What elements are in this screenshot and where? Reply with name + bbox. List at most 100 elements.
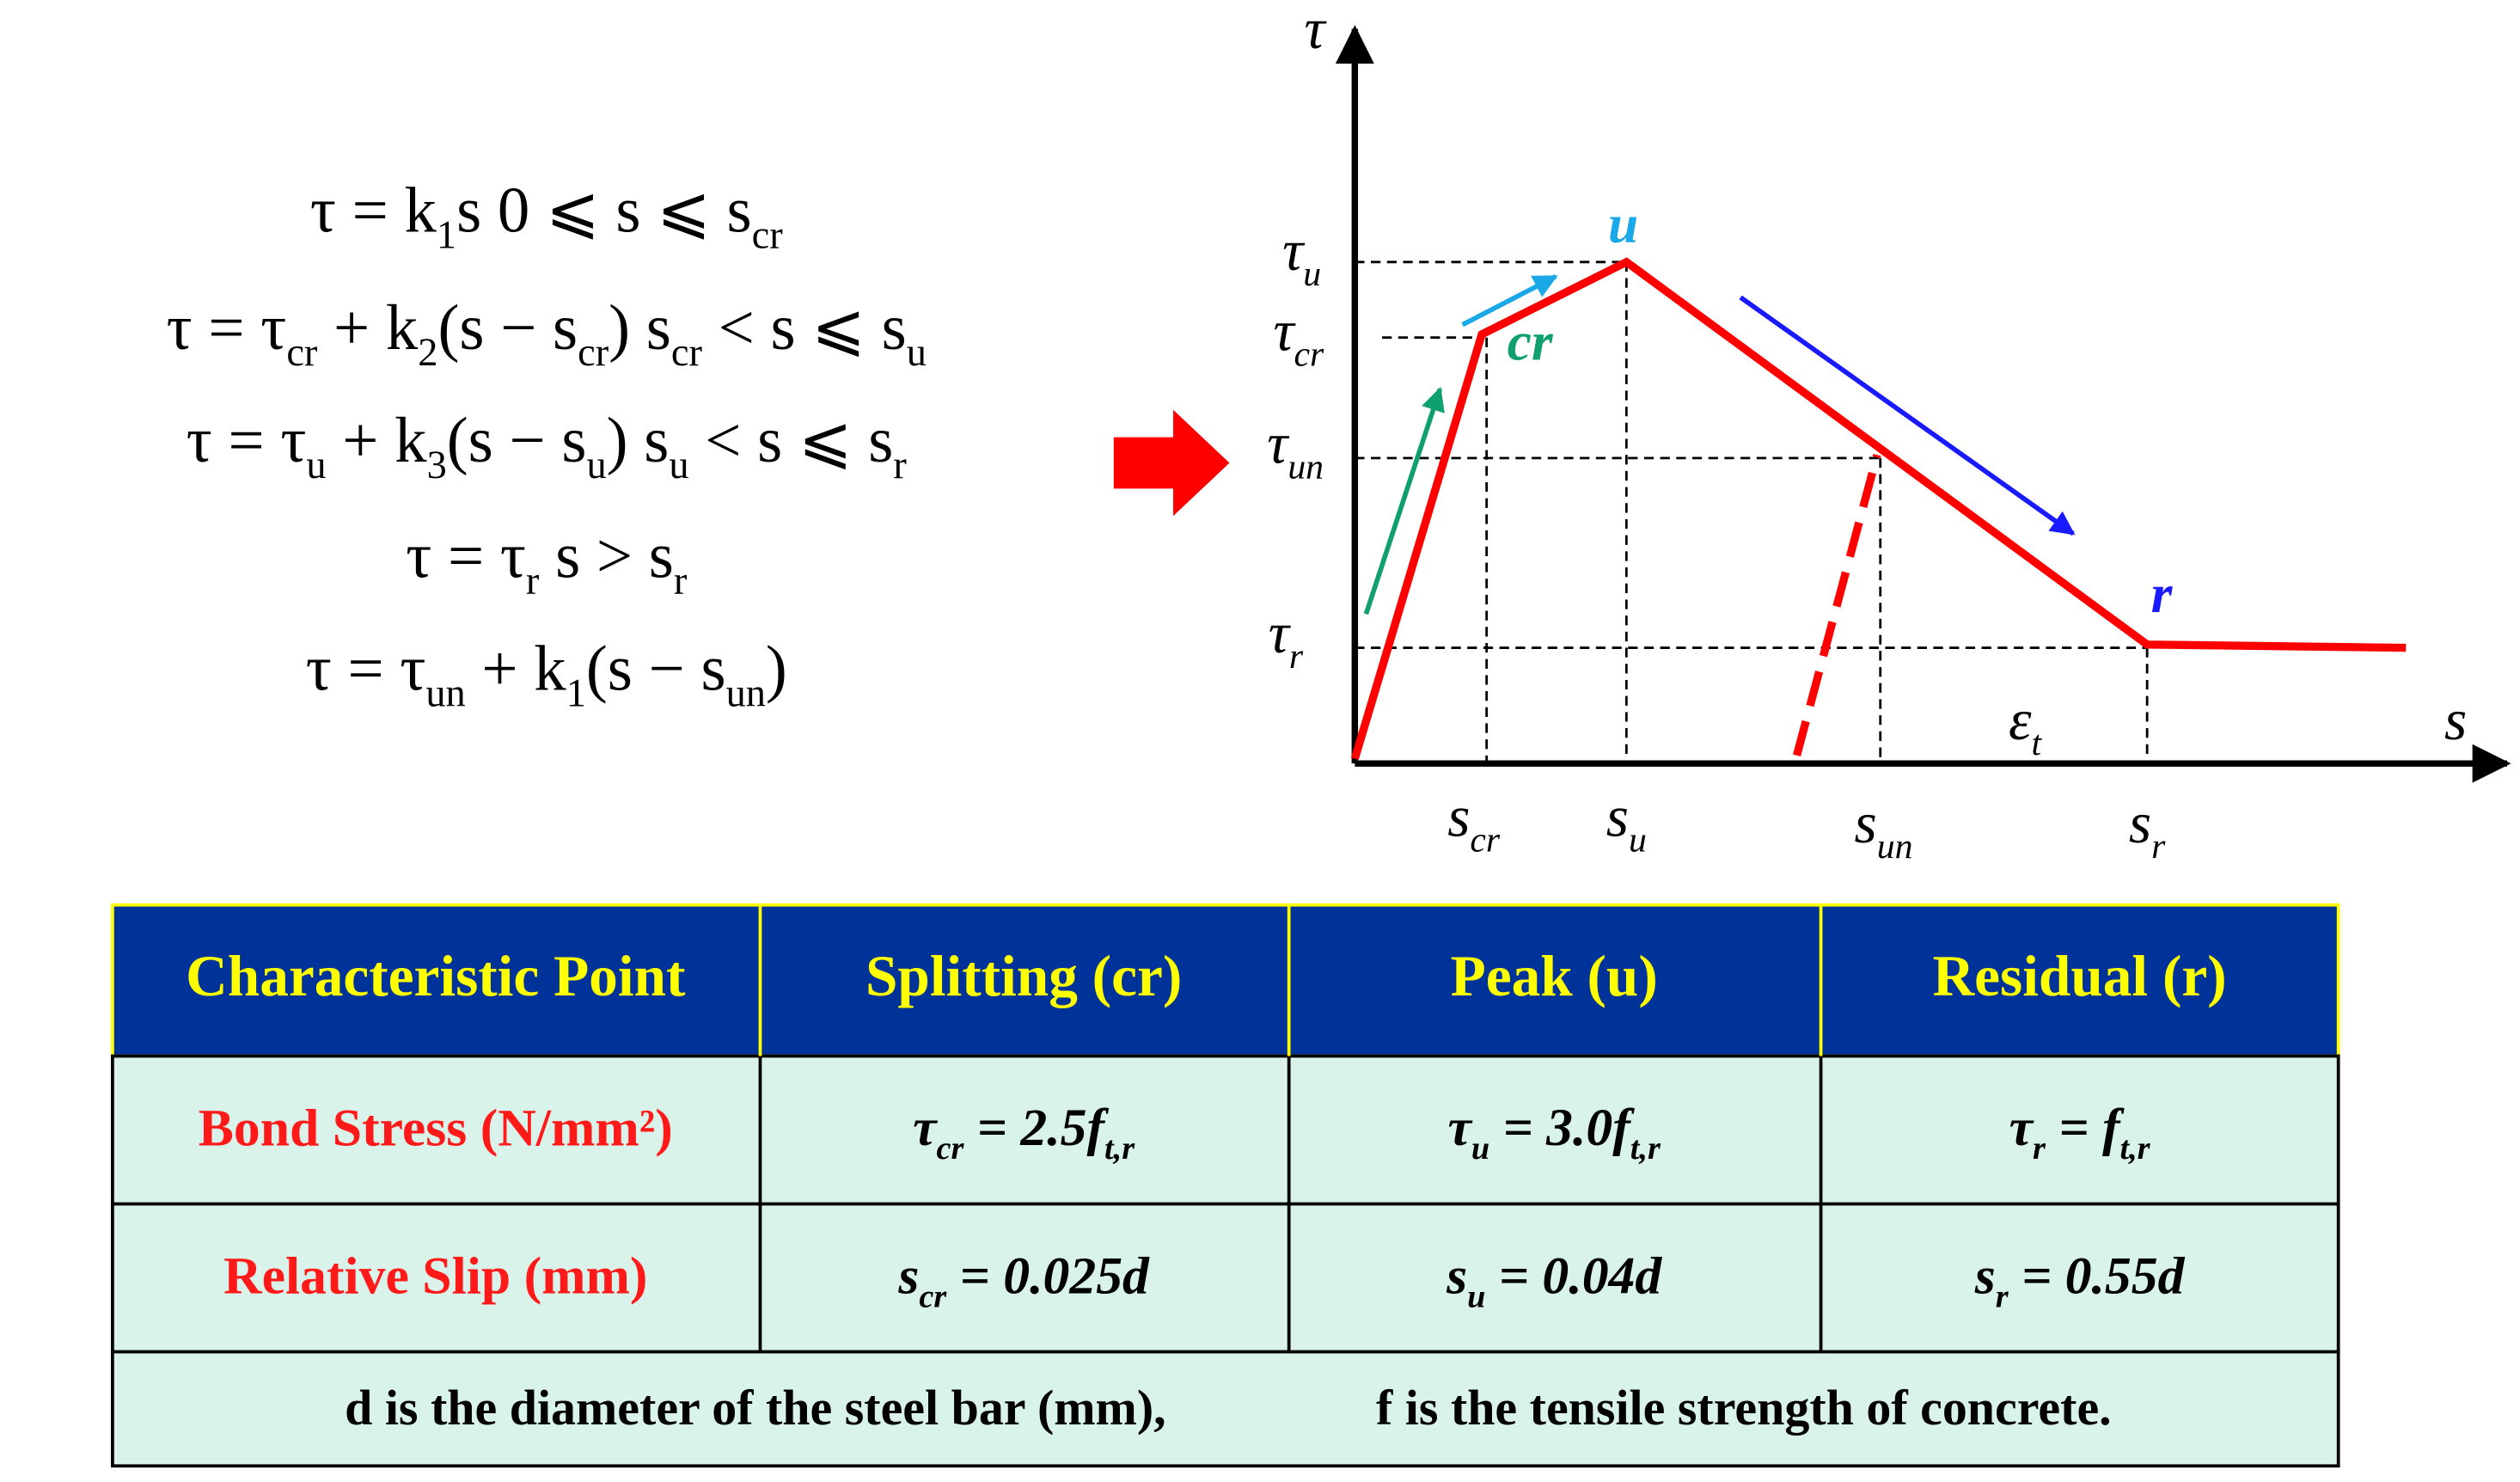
- text-part: τ = k: [310, 175, 437, 247]
- text-part: τ = τ: [406, 521, 526, 592]
- text-part: 3: [427, 444, 447, 487]
- text-part: cr: [1470, 820, 1501, 860]
- axis-label: τun: [1267, 412, 1324, 487]
- axes: [1335, 25, 2511, 783]
- text-part: un: [1288, 447, 1324, 487]
- text-part: s: [1606, 785, 1629, 849]
- text-part: cr: [1294, 334, 1325, 374]
- text-part: r: [674, 560, 688, 603]
- text-part: u: [669, 444, 688, 487]
- text-part: τ: [1282, 219, 1306, 284]
- text-part: u: [1467, 1278, 1485, 1314]
- table-cell: τr = ft,r: [2009, 1099, 2151, 1167]
- text-part: τ = τ: [306, 633, 426, 704]
- table-cell: scr = 0.025d: [897, 1246, 1150, 1314]
- text-part: u: [306, 444, 326, 487]
- text-part: τ: [913, 1099, 938, 1157]
- guides: [1355, 260, 2149, 764]
- row-label: Relative Slip (mm): [223, 1246, 647, 1305]
- text-part: τ: [1269, 602, 1292, 666]
- text-part: s 0 ⩽ s ⩽ s: [456, 175, 751, 247]
- text-part: cr: [919, 1278, 947, 1314]
- arrow: [1739, 295, 2076, 536]
- text-part: τ: [1273, 299, 1296, 364]
- axis-label: τu: [1282, 219, 1321, 294]
- text-part: ): [766, 633, 787, 704]
- row-label: Bond Stress (N/mm²): [199, 1099, 673, 1157]
- text-part: = 0.55d: [2009, 1246, 2186, 1305]
- text-part: u: [586, 444, 606, 487]
- text-part: = 0.025d: [946, 1246, 1150, 1305]
- text-part: s: [2444, 689, 2467, 753]
- text-part: ) s: [607, 405, 670, 476]
- text-part: s: [1974, 1246, 1996, 1305]
- text-part: = 2.5f: [963, 1099, 1109, 1157]
- text-part: r: [2033, 1130, 2046, 1167]
- text-part: t,r: [1630, 1130, 1661, 1167]
- text-part: 2: [418, 331, 437, 375]
- text-part: τ: [1267, 412, 1290, 476]
- equation: τ = τcr + k2(s − scr) scr < s ⩽ su: [167, 292, 927, 375]
- text-part: 1: [566, 671, 586, 715]
- equation: τ = τun + k1(s − sun): [306, 633, 787, 715]
- text-part: 1: [437, 214, 456, 258]
- text-part: < s ⩽ s: [689, 405, 894, 476]
- point-label: u: [1608, 193, 1638, 254]
- text-part: (s − s: [447, 405, 587, 476]
- text-part: r: [893, 444, 907, 487]
- text-part: r: [2151, 826, 2166, 866]
- axis-label: sr: [2129, 791, 2166, 866]
- axis-label: τr: [1269, 602, 1304, 677]
- text-part: < s ⩽ s: [702, 292, 907, 364]
- text-part: u: [1303, 254, 1321, 294]
- table-cell: sr = 0.55d: [1974, 1246, 2186, 1314]
- note: f is the tensile strength of concrete.: [1376, 1380, 2112, 1436]
- arrow: [1461, 274, 1558, 328]
- arrow: [1363, 386, 1445, 615]
- text-part: = f: [2046, 1099, 2125, 1157]
- text-part: t,r: [1104, 1130, 1135, 1167]
- text-part: cr: [937, 1130, 965, 1167]
- text-part: u: [907, 331, 927, 375]
- text-part: un: [1877, 826, 1913, 866]
- point-label: cr: [1508, 310, 1554, 371]
- text-part: s: [1446, 1246, 1467, 1305]
- text-part: un: [726, 671, 766, 715]
- text-part: τ = τ: [167, 292, 287, 364]
- text-part: τ: [1305, 0, 1328, 62]
- text-part: cr: [286, 331, 318, 375]
- header-cell: Peak (u): [1451, 944, 1658, 1008]
- note: d is the diameter of the steel bar (mm),: [345, 1380, 1166, 1436]
- text-part: cr: [671, 331, 703, 375]
- text-part: s: [1855, 791, 1877, 855]
- header-cell: Splitting (cr): [865, 944, 1182, 1008]
- text-part: s: [1447, 785, 1470, 849]
- text-part: = 3.0f: [1489, 1099, 1635, 1157]
- text-part: r: [526, 560, 540, 603]
- text-part: un: [425, 671, 465, 715]
- text-part: cr: [578, 331, 609, 375]
- text-part: τ: [1447, 1099, 1472, 1157]
- text-part: s > s: [539, 521, 673, 592]
- text-part: r: [1996, 1278, 2009, 1314]
- text-part: t,r: [2119, 1130, 2150, 1167]
- text-part: = 0.04d: [1485, 1246, 1662, 1305]
- axis-label: εt: [2009, 689, 2043, 763]
- unloading: [1793, 453, 1881, 757]
- axis-label: sun: [1855, 791, 1913, 866]
- text-part: + k: [327, 405, 428, 476]
- axis-label: s: [2444, 689, 2467, 753]
- table: [111, 903, 2340, 1468]
- text-part: r: [1289, 637, 1304, 677]
- axis-label: scr: [1447, 785, 1501, 860]
- header-cell: Characteristic Point: [186, 944, 686, 1008]
- axis-label: τ: [1305, 0, 1328, 62]
- text-part: ) s: [609, 292, 671, 364]
- text-part: + k: [466, 633, 567, 704]
- table-cell: τu = 3.0ft,r: [1447, 1099, 1661, 1167]
- text-part: s: [897, 1246, 919, 1305]
- axis-label: τcr: [1273, 299, 1324, 374]
- table-cell: τcr = 2.5ft,r: [913, 1099, 1135, 1167]
